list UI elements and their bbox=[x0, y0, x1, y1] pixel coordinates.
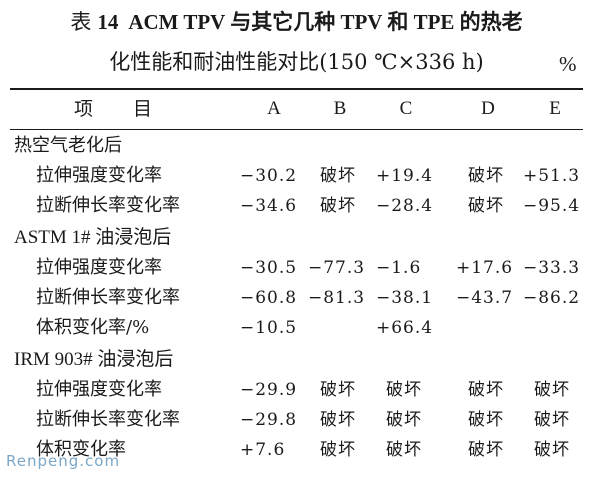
cell-a: −34.6 bbox=[240, 196, 298, 216]
group-label: IRM 903# 油浸泡后 bbox=[14, 349, 174, 370]
cell-b: 破坏 bbox=[320, 196, 356, 216]
cell-d: 破坏 bbox=[468, 166, 504, 186]
group-heading-astm-oil: ASTM 1# 油浸泡后 bbox=[0, 223, 593, 253]
row-label: 拉断伸长率变化率 bbox=[36, 195, 180, 216]
cell-c: −38.1 bbox=[376, 288, 434, 308]
cell-e: 破坏 bbox=[534, 380, 570, 400]
table-row: 拉断伸长率变化率 −34.6 破坏 −28.4 破坏 −95.4 bbox=[0, 191, 593, 221]
table-row: 体积变化率 +7.6 破坏 破坏 破坏 破坏 bbox=[0, 435, 593, 465]
header-col-a: A bbox=[267, 98, 281, 119]
cell-e: −86.2 bbox=[523, 288, 581, 308]
row-label: 拉伸强度变化率 bbox=[36, 379, 162, 400]
header-col-c: C bbox=[399, 98, 413, 119]
row-label: 体积变化率 bbox=[36, 439, 126, 460]
row-label: 拉断伸长率变化率 bbox=[36, 409, 180, 430]
cell-b: 破坏 bbox=[320, 410, 356, 430]
cell-e: −95.4 bbox=[523, 196, 581, 216]
cell-a: −60.8 bbox=[240, 288, 298, 308]
table-top-rule bbox=[10, 88, 583, 90]
group-label: ASTM 1# 油浸泡后 bbox=[14, 227, 172, 248]
cell-c: −1.6 bbox=[376, 258, 422, 278]
cell-d: 破坏 bbox=[468, 410, 504, 430]
cell-c: +66.4 bbox=[376, 318, 434, 338]
table-row: 体积变化率/% −10.5 +66.4 bbox=[0, 313, 593, 343]
row-label: 拉伸强度变化率 bbox=[36, 257, 162, 278]
cell-c: 破坏 bbox=[386, 410, 422, 430]
table-row: 拉伸强度变化率 −30.2 破坏 +19.4 破坏 +51.3 bbox=[0, 161, 593, 191]
cell-d: 破坏 bbox=[468, 440, 504, 460]
header-col-d: D bbox=[481, 98, 495, 119]
row-label: 体积变化率/% bbox=[36, 317, 150, 338]
group-label: 热空气老化后 bbox=[14, 135, 122, 156]
cell-b: 破坏 bbox=[320, 166, 356, 186]
table-row: 拉伸强度变化率 −30.5 −77.3 −1.6 +17.6 −33.3 bbox=[0, 253, 593, 283]
cell-d: 破坏 bbox=[468, 196, 504, 216]
table-number: 14 bbox=[97, 10, 119, 34]
table-title-text: ACM TPV 与其它几种 TPV 和 TPE 的热老 bbox=[128, 10, 523, 34]
table-title-line2: 化性能和耐油性能对比(150 ℃×336 h) bbox=[109, 50, 484, 74]
site-watermark: Renpeng.com bbox=[6, 452, 121, 470]
table-header-rule bbox=[10, 129, 583, 130]
header-col-e: E bbox=[549, 98, 561, 119]
cell-b: 破坏 bbox=[320, 440, 356, 460]
cell-e: +51.3 bbox=[523, 166, 581, 186]
group-heading-heat-aging: 热空气老化后 bbox=[0, 131, 593, 161]
group-heading-irm-oil: IRM 903# 油浸泡后 bbox=[0, 345, 593, 375]
cell-b: −77.3 bbox=[308, 258, 366, 278]
header-item: 项目 bbox=[73, 98, 192, 120]
cell-d: −43.7 bbox=[456, 288, 514, 308]
cell-a: −30.5 bbox=[240, 258, 298, 278]
table-title-label: 表 bbox=[70, 10, 92, 34]
header-col-b: B bbox=[333, 98, 347, 119]
cell-c: −28.4 bbox=[376, 196, 434, 216]
table-row: 拉伸强度变化率 −29.9 破坏 破坏 破坏 破坏 bbox=[0, 375, 593, 405]
cell-d: +17.6 bbox=[456, 258, 514, 278]
table-title-line1: 表 14 ACM TPV 与其它几种 TPV 和 TPE 的热老 bbox=[0, 8, 593, 36]
cell-b: 破坏 bbox=[320, 380, 356, 400]
cell-a: −29.8 bbox=[240, 410, 298, 430]
cell-e: −33.3 bbox=[523, 258, 581, 278]
cell-a: −29.9 bbox=[240, 380, 298, 400]
cell-b: −81.3 bbox=[308, 288, 366, 308]
table-unit: % bbox=[559, 52, 577, 76]
cell-a: +7.6 bbox=[240, 440, 286, 460]
cell-a: −10.5 bbox=[240, 318, 298, 338]
row-label: 拉伸强度变化率 bbox=[36, 165, 162, 186]
table-row: 拉断伸长率变化率 −60.8 −81.3 −38.1 −43.7 −86.2 bbox=[0, 283, 593, 313]
table-row: 拉断伸长率变化率 −29.8 破坏 破坏 破坏 破坏 bbox=[0, 405, 593, 435]
cell-e: 破坏 bbox=[534, 410, 570, 430]
row-label: 拉断伸长率变化率 bbox=[36, 287, 180, 308]
cell-c: +19.4 bbox=[376, 166, 434, 186]
cell-e: 破坏 bbox=[534, 440, 570, 460]
cell-a: −30.2 bbox=[240, 166, 298, 186]
cell-d: 破坏 bbox=[468, 380, 504, 400]
cell-c: 破坏 bbox=[386, 380, 422, 400]
cell-c: 破坏 bbox=[386, 440, 422, 460]
